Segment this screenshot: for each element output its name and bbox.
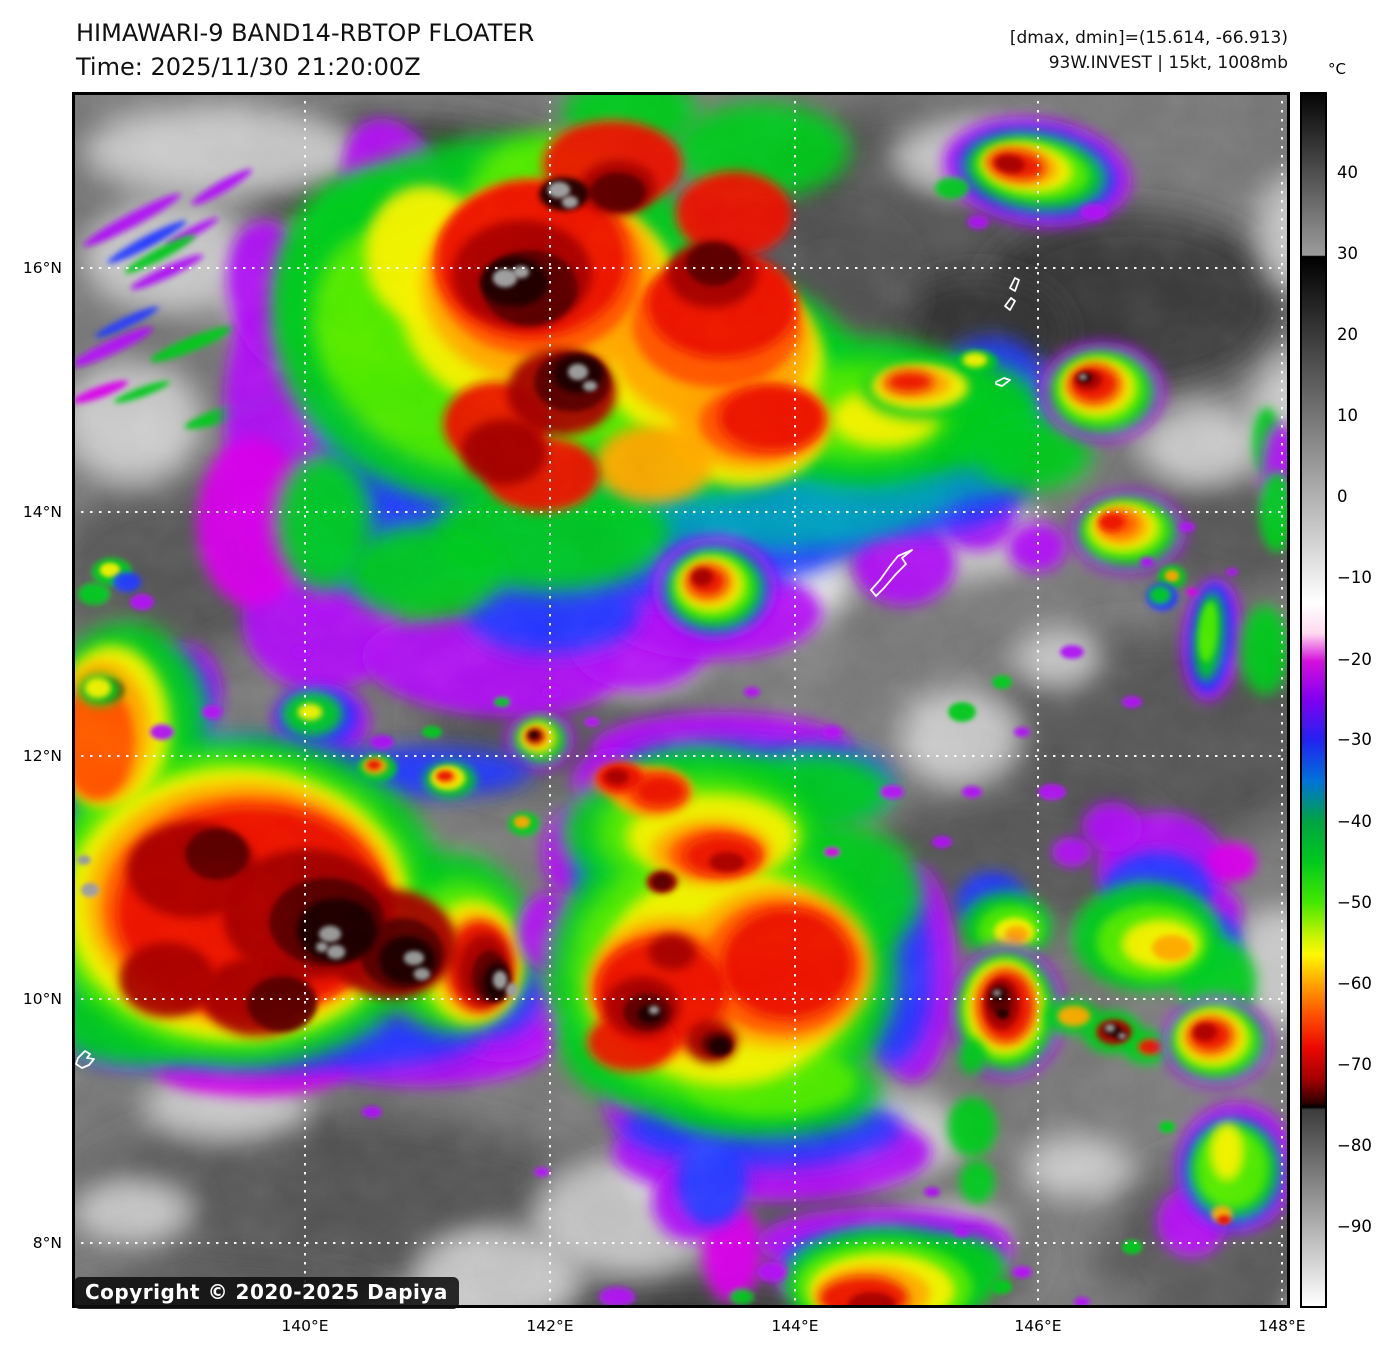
colorbar-tick-label: 40 xyxy=(1337,163,1358,183)
dminmax-readout: [dmax, dmin]=(15.614, -66.913) xyxy=(1009,28,1288,48)
lon-label: 148°E xyxy=(1258,1317,1306,1335)
colorbar-tick-label: −90 xyxy=(1337,1216,1372,1236)
coastlines xyxy=(75,277,1020,1069)
colorbar-tick-label: −30 xyxy=(1337,730,1372,750)
island-guam xyxy=(870,549,913,597)
lat-label: 12°N xyxy=(22,747,62,765)
colorbar-tick-label: −80 xyxy=(1337,1135,1372,1155)
satellite-image xyxy=(72,92,1290,1308)
colorbar-tick-label: −10 xyxy=(1337,568,1372,588)
colorbar-tick-label: 0 xyxy=(1337,487,1348,507)
colorbar-tick-label: −40 xyxy=(1337,811,1372,831)
island-southwest-islet xyxy=(75,1050,95,1069)
colorbar-tick-label: −50 xyxy=(1337,892,1372,912)
island-rota xyxy=(995,377,1011,387)
colorbar-tick-label: −60 xyxy=(1337,973,1372,993)
copyright-badge: Copyright © 2020-2025 Dapiya xyxy=(74,1277,459,1309)
map-border xyxy=(72,92,1290,1308)
lat-label: 16°N xyxy=(22,259,62,277)
lat-label: 14°N xyxy=(22,503,62,521)
lon-label: 144°E xyxy=(771,1317,819,1335)
satellite-map: Copyright © 2020-2025 Dapiya xyxy=(72,92,1290,1309)
lat-label: 10°N xyxy=(22,990,62,1008)
lon-label: 146°E xyxy=(1014,1317,1062,1335)
colorbar-tick-label: 20 xyxy=(1337,325,1358,345)
page-title: HIMAWARI-9 BAND14-RBTOP FLOATER xyxy=(76,19,535,47)
lon-label: 140°E xyxy=(281,1317,329,1335)
lon-label: 142°E xyxy=(526,1317,574,1335)
colorbar xyxy=(1300,92,1327,1308)
storm-readout: 93W.INVEST | 15kt, 1008mb xyxy=(1048,53,1288,73)
cloud-texture-fine xyxy=(72,92,1290,1308)
colorbar-tick-label: −20 xyxy=(1337,649,1372,669)
title-block: HIMAWARI-9 BAND14-RBTOP FLOATER Time: 20… xyxy=(76,16,534,84)
island-tinian xyxy=(1004,297,1016,311)
colorbar-tick-label: 10 xyxy=(1337,406,1358,426)
info-block: [dmax, dmin]=(15.614, -66.913) 93W.INVES… xyxy=(1010,26,1288,76)
lat-label: 8°N xyxy=(32,1234,62,1252)
timestamp: Time: 2025/11/30 21:20:00Z xyxy=(76,53,421,81)
colorbar-tick-label: 30 xyxy=(1337,244,1358,264)
colorbar-unit-label: °C xyxy=(1328,60,1346,78)
colorbar-tick-label: −70 xyxy=(1337,1054,1372,1074)
island-saipan xyxy=(1009,277,1020,292)
